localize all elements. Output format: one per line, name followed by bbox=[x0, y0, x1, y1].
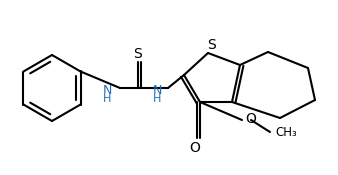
Text: H: H bbox=[103, 94, 111, 104]
Text: S: S bbox=[134, 47, 142, 61]
Text: N: N bbox=[102, 83, 112, 96]
Text: H: H bbox=[153, 94, 161, 104]
Text: S: S bbox=[207, 38, 215, 52]
Text: N: N bbox=[152, 83, 162, 96]
Text: O: O bbox=[245, 112, 256, 126]
Text: O: O bbox=[190, 141, 200, 155]
Text: CH₃: CH₃ bbox=[275, 125, 297, 138]
